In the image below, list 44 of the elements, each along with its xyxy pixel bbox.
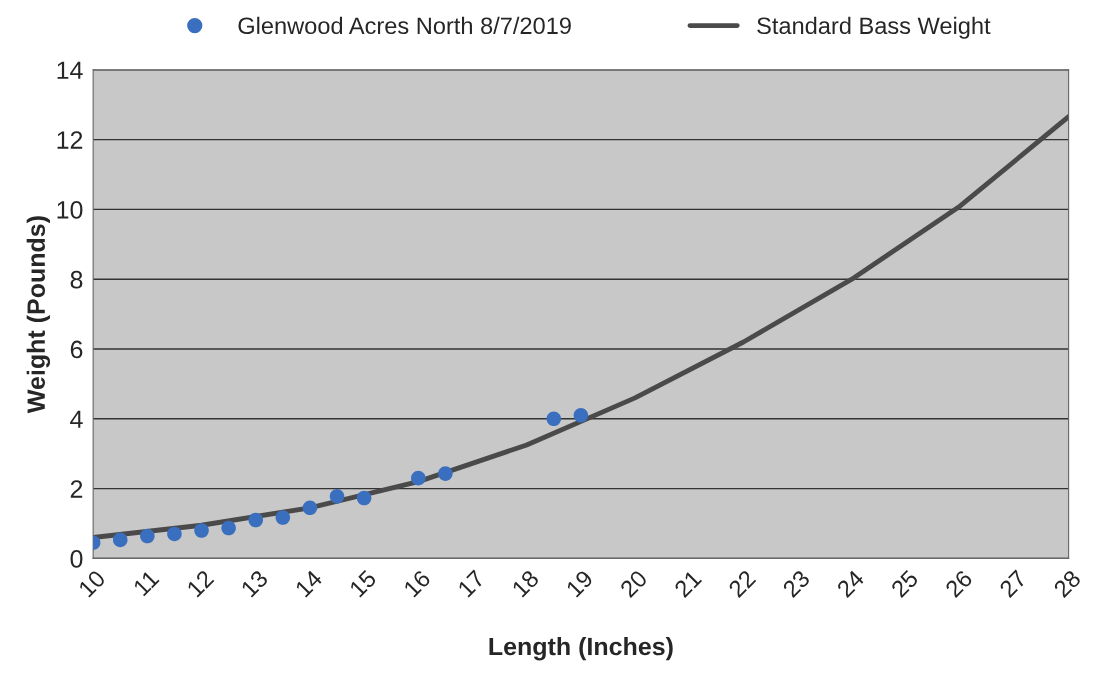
x-tick-label: 15 — [348, 569, 378, 598]
x-tick-label: 16 — [402, 569, 432, 598]
x-tick-label: 23 — [781, 569, 811, 599]
x-tick-label: 28 — [1052, 569, 1082, 599]
x-tick-label: 26 — [944, 569, 974, 599]
x-tick-label: 18 — [511, 569, 540, 598]
point — [248, 512, 264, 528]
y-axis-title: Weight (Pounds) — [26, 216, 51, 414]
x-tick-label: 14 — [294, 569, 324, 598]
point — [194, 523, 209, 538]
y-tick-label: 2 — [70, 480, 83, 498]
y-tick-label: 10 — [57, 201, 83, 219]
point — [275, 510, 291, 525]
point — [329, 488, 345, 504]
x-tick-label: 13 — [240, 569, 269, 598]
point — [140, 528, 155, 544]
x-tick-label: 25 — [890, 569, 920, 599]
x-tick-label: 12 — [186, 569, 215, 598]
legend-label: Standard Bass Weight — [757, 16, 991, 39]
point — [356, 490, 372, 506]
point — [167, 526, 182, 542]
x-tick-label: 19 — [565, 569, 594, 598]
point — [411, 470, 426, 486]
point — [438, 466, 453, 481]
y-tick-label: 14 — [57, 61, 83, 79]
y-tick-label: 4 — [70, 410, 83, 428]
point — [546, 411, 562, 427]
y-tick-label: 0 — [70, 550, 83, 568]
point — [573, 408, 589, 423]
point — [302, 500, 318, 516]
y-tick-label: 12 — [57, 131, 83, 149]
x-tick-label: 20 — [619, 569, 649, 599]
x-axis-title: Length (Inches) — [489, 636, 673, 661]
y-tick-label: 8 — [70, 270, 83, 289]
x-tick-label: 27 — [998, 569, 1028, 598]
y-tick-label: 6 — [70, 340, 83, 359]
legend-label: Glenwood Acres North 8/7/2019 — [238, 16, 571, 35]
x-tick-label: 11 — [132, 569, 160, 597]
x-tick-label: 24 — [836, 569, 865, 598]
point — [112, 532, 128, 548]
x-tick-label: 22 — [727, 569, 757, 598]
x-tick-label: 17 — [457, 569, 486, 598]
x-tick-label: 21 — [673, 569, 703, 598]
point — [221, 520, 236, 536]
